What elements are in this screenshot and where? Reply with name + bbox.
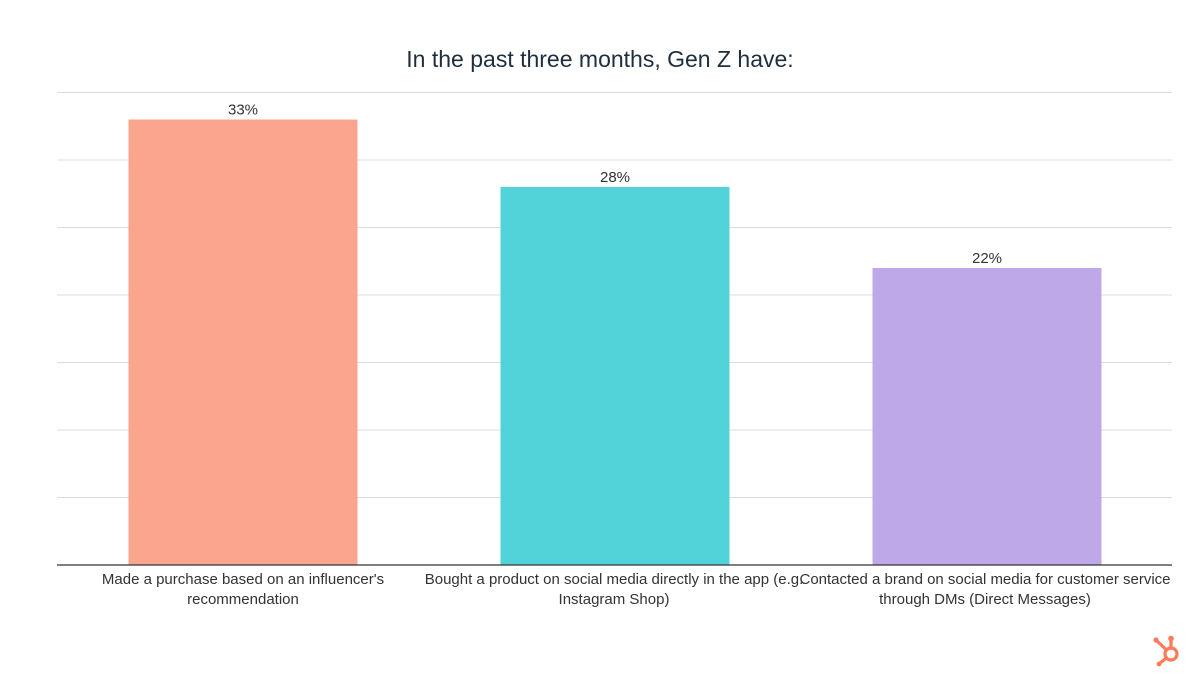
- bars: [128, 119, 1102, 565]
- data-label-3: 22%: [972, 250, 1002, 267]
- chart-title: In the past three months, Gen Z have:: [406, 46, 794, 72]
- category-label-2: Bought a product on social media directl…: [424, 571, 804, 608]
- category-label-1: Made a purchase based on an influencer's…: [101, 571, 385, 608]
- category-label-3: Contacted a brand on social media for cu…: [799, 571, 1171, 608]
- bar-2: [500, 187, 730, 565]
- data-labels: 33% 28% 22%: [228, 102, 1002, 268]
- data-label-1: 33%: [228, 102, 258, 119]
- bar-3: [872, 268, 1102, 565]
- hubspot-sprocket-icon: [1153, 635, 1179, 667]
- data-label-2: 28%: [600, 169, 630, 186]
- bar-1: [128, 119, 358, 565]
